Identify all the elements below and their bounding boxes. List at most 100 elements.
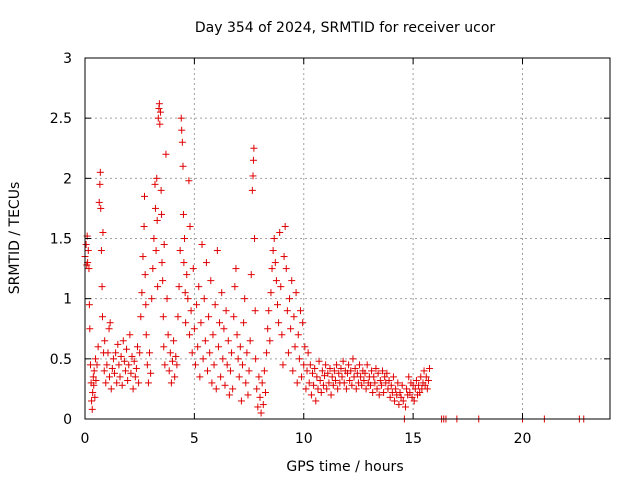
data-point [187,307,195,315]
data-point [346,376,354,384]
data-point [270,235,278,242]
data-point [295,355,303,363]
data-point [421,381,429,389]
x-tick-label: 5 [190,431,199,447]
data-point [252,355,260,363]
data-point [100,367,108,375]
data-point [119,337,127,345]
data-point [415,381,423,389]
data-point [190,325,198,333]
data-point [98,283,106,291]
data-point [272,277,280,285]
data-point [198,241,206,249]
data-point [234,355,242,363]
data-point [102,379,110,387]
data-point [246,337,254,345]
data-point [253,385,261,393]
data-point [92,376,100,384]
data-point [410,397,418,405]
data-point [142,331,150,339]
data-point [202,259,210,267]
data-point [124,376,132,384]
data-point [340,379,348,387]
data-point [381,373,389,381]
data-point [282,265,290,273]
data-point [107,385,115,393]
data-point [208,379,216,387]
data-point [299,319,307,327]
data-point [322,361,330,369]
data-point [185,177,193,185]
data-point [406,389,414,397]
data-point [111,369,119,377]
y-tick-label: 0 [63,412,72,428]
data-point [305,379,313,387]
data-point [89,389,97,397]
data-point [275,319,283,327]
data-point [361,369,369,377]
data-point [353,369,361,377]
data-point [235,373,243,381]
data-point [170,337,178,345]
data-point [94,343,102,351]
data-point [179,162,187,170]
data-point [399,397,407,405]
data-point [217,373,225,381]
data-point [284,349,292,357]
data-point [255,373,263,381]
data-point [372,364,380,372]
data-point [159,277,167,285]
data-point [225,391,233,399]
data-point [310,381,318,389]
data-point [180,259,188,267]
data-point [368,367,376,375]
data-point [325,379,333,387]
data-point [118,381,126,389]
data-point [109,355,117,363]
data-point [412,376,420,384]
data-point [156,120,164,128]
data-point [289,367,297,375]
data-point [416,389,424,397]
data-point [214,343,222,351]
data-point [210,361,218,369]
data-point [379,367,386,375]
data-point [207,277,215,285]
data-point [209,331,217,339]
x-axis-ticks: 0 5 10 15 20 [81,58,531,447]
data-point [164,331,172,339]
data-point [159,313,167,321]
data-point [99,228,107,236]
x-tick-label: 10 [295,431,313,447]
data-point [224,337,232,345]
data-point [223,361,231,369]
data-point [260,367,268,375]
data-point [286,295,294,303]
data-point [147,369,155,377]
y-tick-label: 3 [63,51,72,67]
data-point [243,349,251,357]
data-point [206,349,214,357]
data-point [358,381,366,389]
data-point [311,364,319,372]
data-point [337,364,345,372]
data-point [254,403,262,411]
data-point [229,385,237,393]
data-point [103,361,111,369]
data-point [163,295,171,303]
data-point [148,295,156,303]
data-point [327,391,335,399]
data-point [85,301,93,309]
data-point [135,379,143,387]
data-point [216,319,224,327]
data-point [201,337,209,345]
data-point [90,381,98,389]
data-point [144,379,152,387]
data-point [90,367,98,375]
data-point [244,391,252,399]
data-point [334,385,342,393]
data-point [405,373,413,381]
data-point [261,389,269,397]
data-point [193,301,201,309]
data-point [241,295,249,303]
